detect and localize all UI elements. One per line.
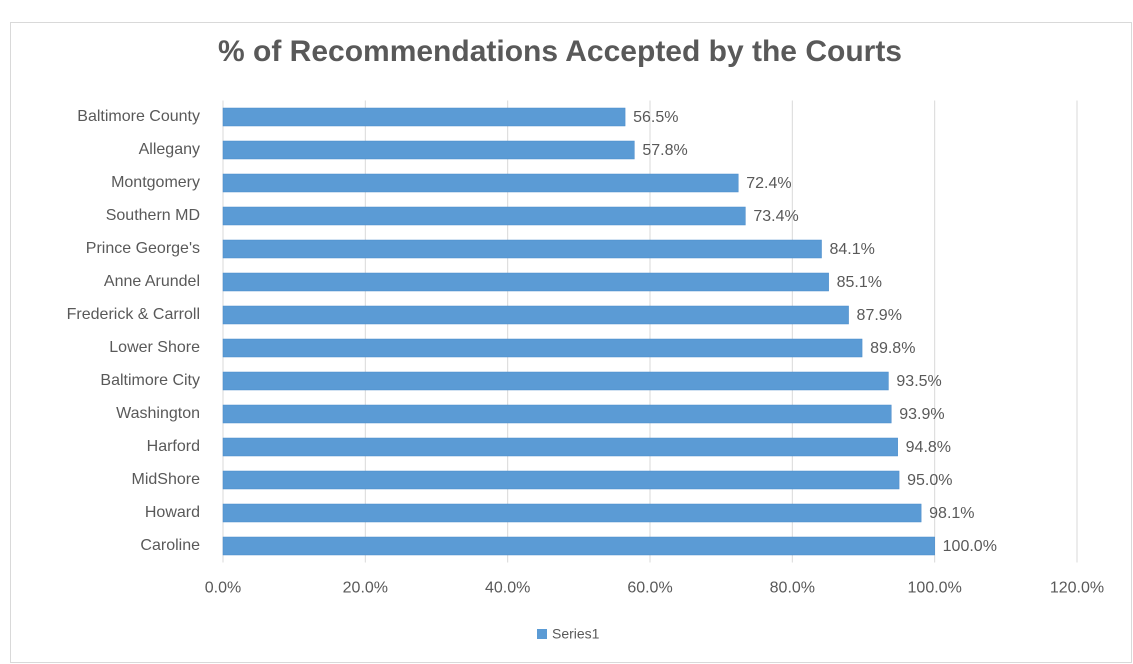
data-label: 73.4% <box>753 208 798 225</box>
data-label: 87.9% <box>857 307 902 324</box>
bar <box>222 371 889 391</box>
bar <box>222 305 849 325</box>
y-tick-label: Southern MD <box>106 207 200 224</box>
x-tick-label: 0.0% <box>205 580 241 597</box>
data-label: 98.1% <box>929 505 974 522</box>
bar <box>222 338 863 358</box>
y-tick-label: Washington <box>116 405 200 422</box>
data-label: 72.4% <box>746 175 791 192</box>
data-label: 95.0% <box>907 472 952 489</box>
bar <box>222 206 746 226</box>
bar <box>222 107 626 127</box>
y-tick-label: Baltimore City <box>100 372 200 389</box>
y-tick-label: Montgomery <box>111 174 200 191</box>
y-tick-label: Anne Arundel <box>104 273 200 290</box>
data-label: 94.8% <box>906 439 951 456</box>
data-label: 93.9% <box>899 406 944 423</box>
bar <box>222 404 892 424</box>
bar <box>222 470 900 490</box>
y-tick-label: Prince George's <box>86 240 200 257</box>
y-tick-label: Harford <box>147 438 200 455</box>
data-label: 100.0% <box>943 538 997 555</box>
data-label: 56.5% <box>633 109 678 126</box>
bar <box>222 503 922 523</box>
x-tick-label: 80.0% <box>770 580 815 597</box>
x-tick-label: 100.0% <box>908 580 962 597</box>
data-label: 89.8% <box>870 340 915 357</box>
legend-label: Series1 <box>552 626 600 642</box>
bar <box>222 173 739 193</box>
data-label: 84.1% <box>830 241 875 258</box>
bar <box>222 272 829 292</box>
x-tick-label: 40.0% <box>485 580 530 597</box>
bar <box>222 239 822 259</box>
data-label: 85.1% <box>837 274 882 291</box>
y-tick-label: Baltimore County <box>77 108 200 125</box>
x-tick-label: 60.0% <box>627 580 672 597</box>
x-tick-label: 20.0% <box>343 580 388 597</box>
y-tick-label: Howard <box>145 504 200 521</box>
y-tick-label: Frederick & Carroll <box>67 306 200 323</box>
legend-swatch <box>537 629 547 639</box>
bar <box>222 140 635 160</box>
bar <box>222 536 935 556</box>
y-tick-label: Lower Shore <box>109 339 200 356</box>
bar <box>222 437 898 457</box>
y-tick-label: Caroline <box>140 537 200 554</box>
chart-title: % of Recommendations Accepted by the Cou… <box>218 35 902 68</box>
y-tick-label: MidShore <box>132 471 201 488</box>
data-label: 57.8% <box>642 142 687 159</box>
y-tick-label: Allegany <box>139 141 200 158</box>
data-label: 93.5% <box>896 373 941 390</box>
x-tick-label: 120.0% <box>1050 580 1104 597</box>
